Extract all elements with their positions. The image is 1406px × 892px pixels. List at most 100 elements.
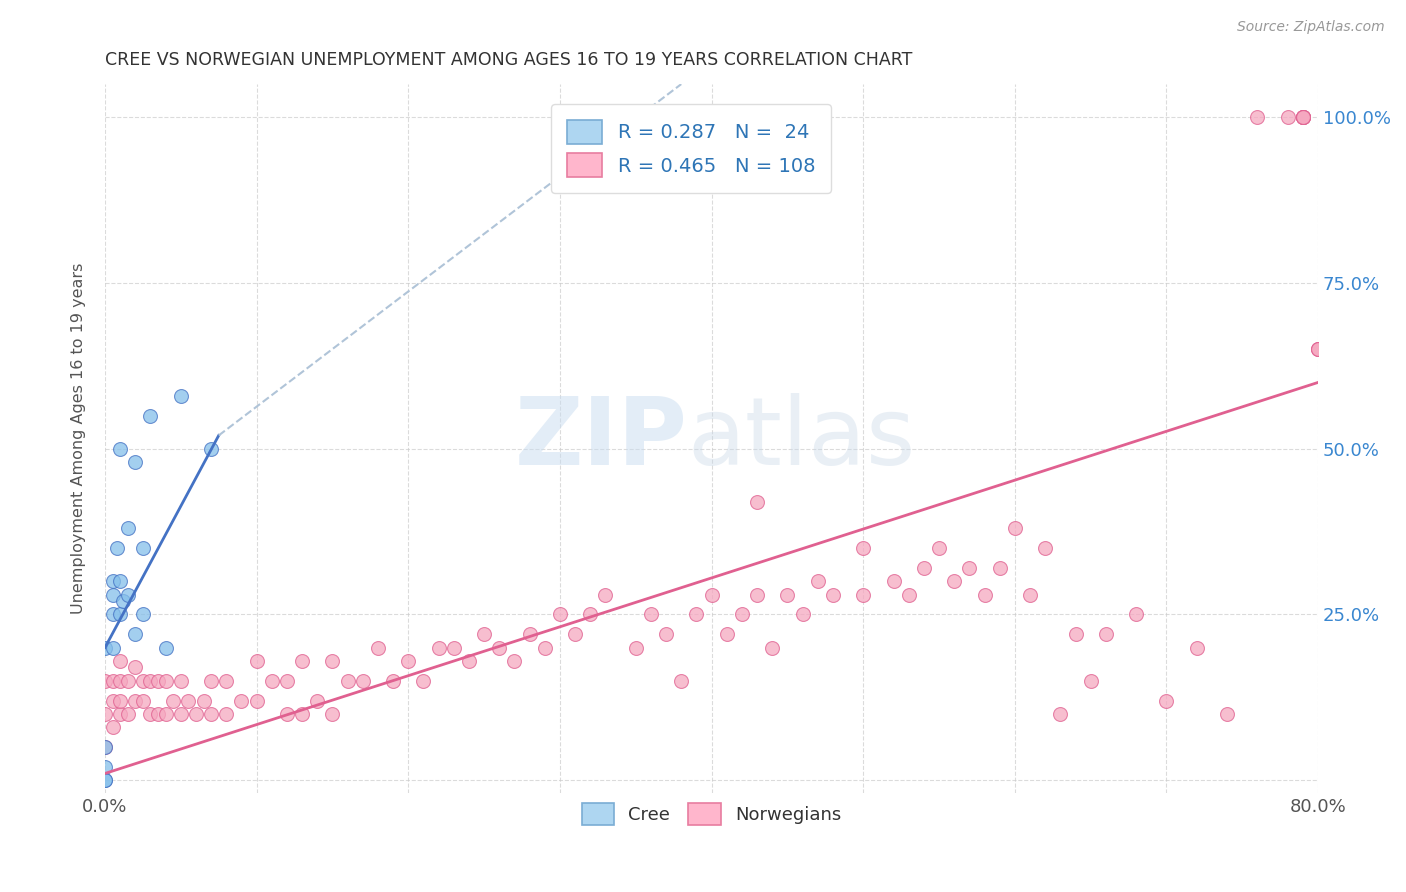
- Point: [132, 693, 155, 707]
- Point: [246, 693, 269, 707]
- Point: [943, 574, 966, 589]
- Point: [117, 587, 139, 601]
- Point: [117, 706, 139, 721]
- Point: [548, 607, 571, 622]
- Point: [108, 654, 131, 668]
- Point: [291, 654, 314, 668]
- Point: [1019, 587, 1042, 601]
- Point: [1049, 706, 1071, 721]
- Point: [685, 607, 707, 622]
- Point: [108, 574, 131, 589]
- Point: [716, 627, 738, 641]
- Point: [94, 760, 117, 774]
- Point: [655, 627, 678, 641]
- Point: [671, 673, 693, 688]
- Point: [215, 673, 238, 688]
- Point: [1308, 343, 1330, 357]
- Point: [177, 693, 200, 707]
- Point: [1292, 110, 1315, 124]
- Point: [367, 640, 389, 655]
- Point: [640, 607, 662, 622]
- Point: [443, 640, 465, 655]
- Point: [1080, 673, 1102, 688]
- Point: [731, 607, 754, 622]
- Point: [94, 739, 117, 754]
- Point: [807, 574, 830, 589]
- Text: CREE VS NORWEGIAN UNEMPLOYMENT AMONG AGES 16 TO 19 YEARS CORRELATION CHART: CREE VS NORWEGIAN UNEMPLOYMENT AMONG AGE…: [105, 51, 912, 69]
- Point: [352, 673, 374, 688]
- Point: [101, 673, 124, 688]
- Point: [101, 693, 124, 707]
- Point: [215, 706, 238, 721]
- Point: [1292, 110, 1315, 124]
- Point: [146, 673, 169, 688]
- Point: [973, 587, 995, 601]
- Point: [519, 627, 541, 641]
- Point: [928, 541, 950, 555]
- Point: [761, 640, 783, 655]
- Point: [1216, 706, 1239, 721]
- Point: [988, 561, 1011, 575]
- Point: [124, 627, 146, 641]
- Point: [1246, 110, 1268, 124]
- Point: [132, 541, 155, 555]
- Point: [101, 720, 124, 734]
- Point: [105, 541, 128, 555]
- Point: [139, 673, 162, 688]
- Point: [108, 673, 131, 688]
- Point: [108, 693, 131, 707]
- Point: [124, 693, 146, 707]
- Point: [321, 654, 343, 668]
- Point: [1292, 110, 1315, 124]
- Point: [1125, 607, 1147, 622]
- Point: [595, 587, 617, 601]
- Point: [897, 587, 920, 601]
- Point: [1033, 541, 1056, 555]
- Point: [117, 521, 139, 535]
- Point: [1185, 640, 1208, 655]
- Point: [883, 574, 905, 589]
- Point: [745, 587, 768, 601]
- Point: [162, 693, 184, 707]
- Y-axis label: Unemployment Among Ages 16 to 19 years: Unemployment Among Ages 16 to 19 years: [72, 263, 86, 615]
- Point: [852, 587, 875, 601]
- Point: [1156, 693, 1178, 707]
- Point: [155, 673, 177, 688]
- Point: [427, 640, 450, 655]
- Point: [117, 673, 139, 688]
- Point: [700, 587, 723, 601]
- Point: [1292, 110, 1315, 124]
- Point: [108, 706, 131, 721]
- Point: [776, 587, 799, 601]
- Point: [821, 587, 844, 601]
- Point: [1095, 627, 1118, 641]
- Point: [912, 561, 935, 575]
- Point: [246, 654, 269, 668]
- Point: [1064, 627, 1087, 641]
- Point: [231, 693, 253, 707]
- Text: Source: ZipAtlas.com: Source: ZipAtlas.com: [1237, 20, 1385, 34]
- Point: [307, 693, 329, 707]
- Point: [170, 706, 193, 721]
- Point: [139, 409, 162, 423]
- Point: [624, 640, 647, 655]
- Point: [94, 773, 117, 788]
- Point: [412, 673, 434, 688]
- Point: [533, 640, 555, 655]
- Point: [94, 640, 117, 655]
- Point: [101, 587, 124, 601]
- Point: [276, 706, 298, 721]
- Point: [564, 627, 586, 641]
- Legend: Cree, Norwegians: Cree, Norwegians: [572, 794, 851, 834]
- Point: [200, 706, 222, 721]
- Point: [200, 673, 222, 688]
- Point: [94, 739, 117, 754]
- Point: [1277, 110, 1299, 124]
- Point: [124, 455, 146, 469]
- Point: [124, 660, 146, 674]
- Point: [200, 442, 222, 456]
- Text: ZIP: ZIP: [515, 392, 688, 484]
- Point: [132, 673, 155, 688]
- Point: [1292, 110, 1315, 124]
- Point: [792, 607, 814, 622]
